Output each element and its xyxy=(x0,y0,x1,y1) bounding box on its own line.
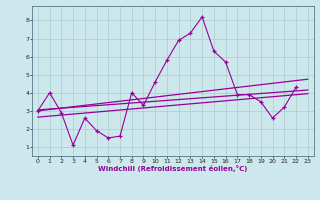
X-axis label: Windchill (Refroidissement éolien,°C): Windchill (Refroidissement éolien,°C) xyxy=(98,165,247,172)
